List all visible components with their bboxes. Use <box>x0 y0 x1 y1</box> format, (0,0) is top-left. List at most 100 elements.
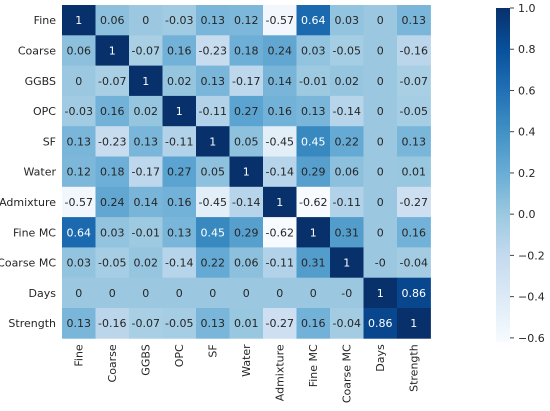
cell-value-label: -0.11 <box>333 196 361 209</box>
cell-value-label: 0 <box>377 75 384 88</box>
cell-value-label: 0.13 <box>201 75 226 88</box>
cell-value-label: 1 <box>176 105 183 118</box>
heatmap-cell <box>95 95 130 127</box>
colorbar-tick-label: 0.2 <box>518 167 536 180</box>
heatmap-cell <box>129 277 163 309</box>
heatmap-cell <box>363 35 398 66</box>
heatmap-cell <box>397 217 431 248</box>
heatmap-cell <box>95 247 130 279</box>
heatmap-cell <box>95 217 130 248</box>
heatmap-cell <box>330 186 364 218</box>
cell-value-label: -0 <box>375 257 386 270</box>
cell-value-label: 1 <box>75 14 82 27</box>
cell-value-label: -0.14 <box>232 196 260 209</box>
cell-value-label: 0.13 <box>67 317 92 330</box>
heatmap-cell <box>397 126 431 157</box>
row-tick-label: GGBS <box>25 75 56 88</box>
heatmap-cell <box>330 126 364 157</box>
cell-value-label: 0 <box>243 287 250 300</box>
heatmap-cell <box>296 126 331 157</box>
cell-value-label: 0 <box>109 287 116 300</box>
cell-value-label: -0.17 <box>132 166 160 179</box>
cell-value-label: -0.45 <box>199 196 227 209</box>
heatmap-cell <box>263 277 297 309</box>
heatmap-cell <box>330 156 364 188</box>
cell-value-label: -0.57 <box>266 14 294 27</box>
cell-value-label: 0 <box>377 135 384 148</box>
cell-value-label: 0.31 <box>335 226 360 239</box>
heatmap-cell <box>229 308 264 339</box>
heatmap-cell <box>296 156 331 188</box>
cell-value-label: 0 <box>75 75 82 88</box>
cell-value-label: 0 <box>377 196 384 209</box>
heatmap-cell <box>162 95 197 127</box>
cell-value-label: 1 <box>209 135 216 148</box>
row-tick-label: Days <box>29 287 57 300</box>
heatmap-cell <box>129 65 163 97</box>
cell-value-label: 0 <box>142 287 149 300</box>
cell-value-label: 0.64 <box>301 14 326 27</box>
heatmap-cell <box>296 65 331 97</box>
heatmap-cell <box>397 186 431 218</box>
heatmap-cell <box>162 35 197 66</box>
heatmap-cell <box>363 217 398 248</box>
heatmap-cell <box>363 5 398 36</box>
cell-value-label: -0.07 <box>98 75 126 88</box>
heatmap-cell <box>62 95 96 127</box>
heatmap-cell <box>162 126 197 157</box>
column-tick-label: Coarse <box>106 344 119 382</box>
colorbar-tick-label: 0.4 <box>518 126 536 139</box>
heatmap-cell <box>397 247 431 279</box>
cell-value-label: 0.12 <box>67 166 92 179</box>
cell-value-label: -0.14 <box>165 257 193 270</box>
cell-value-label: 0.06 <box>335 166 360 179</box>
cell-value-label: 0.18 <box>100 166 125 179</box>
cell-value-label: 0.05 <box>201 166 226 179</box>
heatmap-cell <box>162 65 197 97</box>
heatmap-cell <box>330 5 364 36</box>
cell-value-label: 0 <box>377 226 384 239</box>
heatmap-cell <box>229 126 264 157</box>
cell-value-label: -0.27 <box>266 317 294 330</box>
heatmap-cell <box>196 277 230 309</box>
heatmap-cell <box>296 186 331 218</box>
heatmap-cell <box>229 5 264 36</box>
heatmap-cells: 1 0.06 0 -0.03 0.13 0.12 -0.57 0.64 0.03 0 0.13 0.0… <box>62 5 431 339</box>
cell-value-label: 0.16 <box>167 44 192 57</box>
heatmap-cell <box>330 217 364 248</box>
heatmap-cell <box>196 95 230 127</box>
heatmap-cell <box>263 95 297 127</box>
heatmap-cell <box>229 35 264 66</box>
heatmap-cell <box>229 95 264 127</box>
colorbar-tick-label: −0.4 <box>518 291 545 304</box>
cell-value-label: 0 <box>75 287 82 300</box>
row-tick-label: Fine <box>34 14 57 27</box>
cell-value-label: 0.16 <box>167 196 192 209</box>
cell-value-label: 0.13 <box>402 135 427 148</box>
heatmap-cell <box>363 308 398 339</box>
row-tick-label: Coarse MC <box>0 257 56 270</box>
cell-value-label: 0.16 <box>402 226 427 239</box>
heatmap-cell <box>129 247 163 279</box>
heatmap-cell <box>196 247 230 279</box>
cell-value-label: 0.18 <box>234 44 259 57</box>
cell-value-label: 0.13 <box>201 14 226 27</box>
column-tick-label: OPC <box>173 344 186 367</box>
heatmap-cell <box>263 65 297 97</box>
cell-value-label: 0.29 <box>301 166 326 179</box>
heatmap-cell <box>162 186 197 218</box>
heatmap-cell <box>363 95 398 127</box>
heatmap-cell <box>95 186 130 218</box>
heatmap-cell <box>129 35 163 66</box>
cell-value-label: 0.02 <box>134 105 159 118</box>
heatmap-cell <box>229 217 264 248</box>
heatmap-cell <box>196 35 230 66</box>
cell-value-label: 0.02 <box>335 75 360 88</box>
cell-value-label: 0.01 <box>402 166 427 179</box>
heatmap-cell <box>196 217 230 248</box>
row-tick-label: SF <box>43 135 56 148</box>
heatmap-cell <box>397 308 431 339</box>
cell-value-label: -0.62 <box>266 226 294 239</box>
heatmap-cell <box>397 95 431 127</box>
